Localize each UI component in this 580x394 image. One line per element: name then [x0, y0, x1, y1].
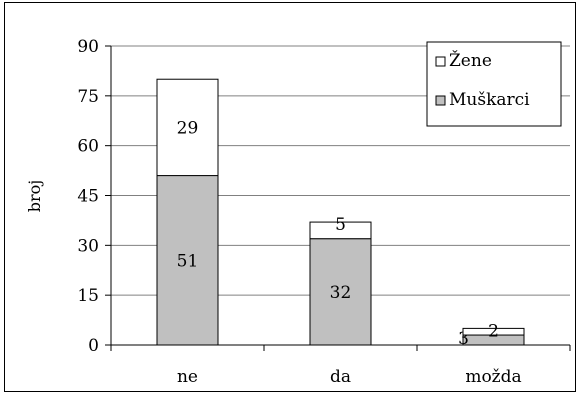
y-tick-label: 75 — [77, 87, 99, 107]
y-tick-label: 60 — [77, 137, 99, 157]
bar-segment-muškarci — [156, 175, 219, 346]
data-label: 3 — [458, 329, 469, 349]
x-tick-labels: ne da možda — [177, 367, 522, 387]
legend-swatch — [435, 56, 446, 67]
axes — [105, 45, 571, 351]
bars: 51 29 32 5 3 2 — [156, 78, 525, 349]
legend-swatch — [435, 95, 446, 106]
bar-segment-žene — [309, 221, 372, 240]
data-label: 51 — [177, 251, 199, 271]
x-tick-label: ne — [177, 367, 198, 387]
y-tick-label: 15 — [77, 286, 99, 306]
y-tick-labels: 0 15 30 45 60 75 90 — [77, 37, 99, 356]
x-tick-label: možda — [465, 367, 521, 387]
y-tick-label: 90 — [77, 37, 99, 57]
bar-segment-žene — [156, 78, 219, 177]
x-tick-label: da — [330, 367, 351, 387]
bar-segment-žene — [462, 327, 525, 336]
data-label: 5 — [335, 215, 346, 235]
legend: Žene Muškarci — [426, 41, 562, 127]
y-tick-label: 45 — [77, 187, 99, 207]
legend-label: Muškarci — [449, 90, 530, 110]
legend-box — [426, 41, 562, 127]
legend-label: Žene — [449, 50, 492, 71]
data-label: 29 — [177, 118, 199, 138]
data-label: 32 — [330, 283, 352, 303]
y-tick-label: 30 — [77, 236, 99, 256]
data-label: 2 — [488, 321, 499, 341]
y-tick-label: 0 — [88, 336, 99, 356]
y-axis-label: broj — [25, 180, 44, 212]
